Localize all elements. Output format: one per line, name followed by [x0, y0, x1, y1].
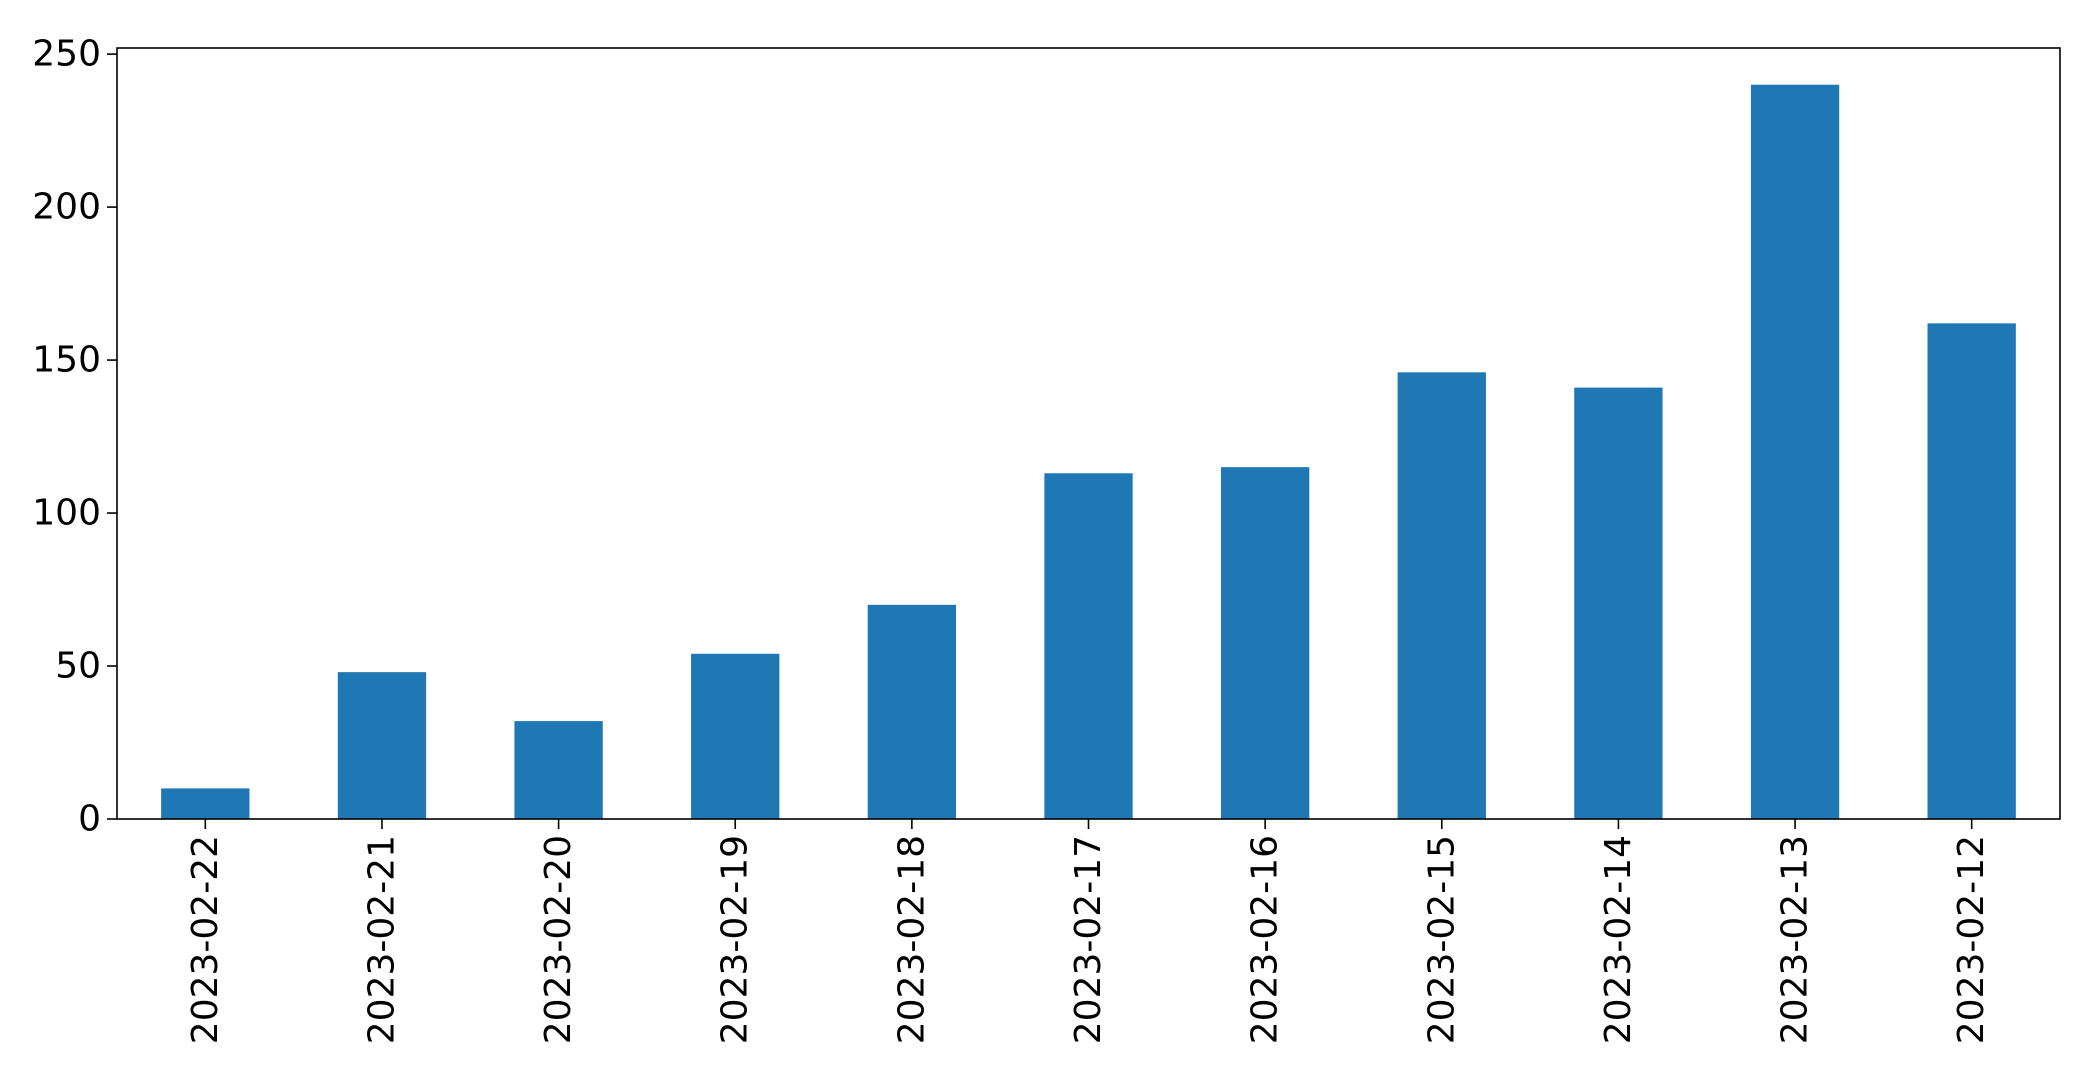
y-tick-label: 250: [32, 34, 101, 75]
x-tick-label: 2023-02-12: [1951, 835, 1992, 1044]
y-tick-label: 0: [78, 799, 101, 840]
bar-2023-02-20: [514, 721, 603, 819]
y-axis: 0 50 100 150 200 250: [32, 34, 117, 840]
bar-2023-02-12: [1927, 323, 2016, 819]
x-tick-label: 2023-02-14: [1598, 835, 1639, 1044]
bar-2023-02-15: [1397, 372, 1486, 819]
bar-2023-02-13: [1750, 84, 1840, 819]
y-tick-label: 200: [32, 187, 101, 228]
x-tick-label: 2023-02-21: [361, 835, 402, 1044]
bar-2023-02-22: [161, 788, 250, 819]
y-tick-label: 100: [32, 493, 101, 534]
bar-2023-02-18: [867, 604, 957, 819]
x-tick-label: 2023-02-17: [1068, 835, 1109, 1044]
bar-2023-02-17: [1044, 473, 1133, 819]
x-axis: 2023-02-22 2023-02-21 2023-02-20 2023-02-19…: [185, 819, 1992, 1044]
y-tick-label: 50: [55, 646, 101, 687]
bars-layer: [161, 84, 2016, 819]
bar-2023-02-21: [337, 672, 427, 819]
bar-2023-02-19: [691, 653, 780, 819]
x-tick-label: 2023-02-16: [1245, 835, 1286, 1044]
x-tick-label: 2023-02-19: [715, 835, 756, 1044]
plot-frame: [116, 47, 2061, 820]
bar-2023-02-14: [1574, 387, 1663, 819]
x-tick-label: 2023-02-22: [185, 835, 226, 1044]
x-tick-label: 2023-02-13: [1775, 835, 1816, 1044]
x-tick-label: 2023-02-20: [538, 835, 579, 1044]
y-tick-label: 150: [32, 340, 101, 381]
x-tick-label: 2023-02-18: [891, 835, 932, 1044]
bar-2023-02-16: [1220, 467, 1310, 819]
x-tick-label: 2023-02-15: [1421, 835, 1462, 1044]
